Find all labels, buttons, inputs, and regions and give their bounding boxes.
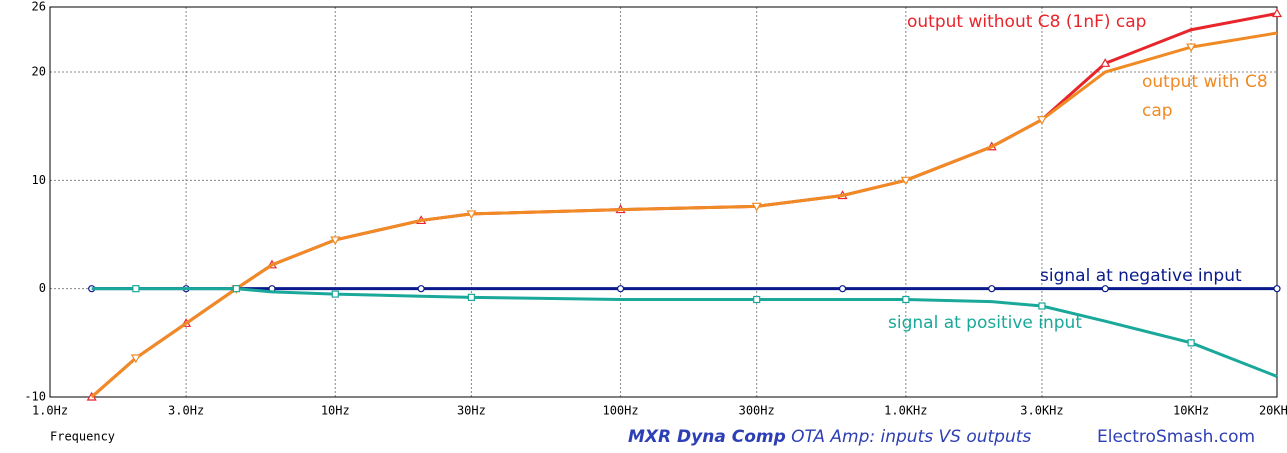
marker xyxy=(1271,8,1283,18)
x-axis-label: Frequency xyxy=(50,430,115,444)
marker xyxy=(1101,285,1109,293)
series-line xyxy=(90,12,1278,399)
x-tick-label: 100Hz xyxy=(602,404,638,418)
marker xyxy=(751,202,762,212)
y-tick-label: 0 xyxy=(39,281,46,295)
marker xyxy=(1186,43,1197,53)
y-tick-label: 10 xyxy=(32,173,46,187)
marker xyxy=(331,290,339,298)
caption-bold: MXR Dyna Comp xyxy=(628,427,786,447)
x-tick-label: 20KHz xyxy=(1259,404,1287,418)
x-tick-label: 10Hz xyxy=(321,404,350,418)
x-tick-label: 1.0KHz xyxy=(884,404,927,418)
legend-label: output with C8 cap xyxy=(1142,72,1268,121)
y-tick-label: -10 xyxy=(24,390,46,404)
marker xyxy=(130,354,141,364)
x-tick-label: 30Hz xyxy=(457,404,486,418)
marker xyxy=(900,176,911,186)
marker xyxy=(1273,285,1281,293)
caption: MXR Dyna Comp OTA Amp: inputs VS outputs xyxy=(628,427,1031,447)
marker xyxy=(1100,58,1111,67)
legend-label: output without C8 (1nF) cap xyxy=(907,12,1147,32)
marker xyxy=(467,293,475,301)
x-tick-label: 10KHz xyxy=(1173,404,1209,418)
x-tick-label: 1.0Hz xyxy=(32,404,68,418)
marker xyxy=(1038,302,1046,310)
legend-label: signal at positive input xyxy=(888,313,1082,333)
marker xyxy=(902,295,910,304)
caption-text: OTA Amp: inputs VS outputs xyxy=(791,427,1032,447)
y-tick-label: 26 xyxy=(32,0,46,14)
marker xyxy=(132,285,140,293)
series-line xyxy=(91,287,1278,378)
legend-label: signal at negative input xyxy=(1040,266,1242,286)
x-tick-label: 3.0KHz xyxy=(1020,404,1063,418)
plot-frame xyxy=(49,6,1278,398)
marker xyxy=(838,285,847,293)
marker xyxy=(417,285,425,293)
credit: ElectroSmash.com xyxy=(1097,427,1256,447)
series-line xyxy=(90,31,1278,399)
marker xyxy=(1036,116,1047,125)
y-tick-label: 20 xyxy=(32,65,46,79)
x-tick-label: 300Hz xyxy=(739,404,775,418)
x-tick-label: 3.0Hz xyxy=(168,404,204,418)
marker xyxy=(466,210,477,220)
marker xyxy=(988,285,996,293)
marker xyxy=(753,295,761,304)
marker xyxy=(232,285,240,293)
marker xyxy=(1187,339,1195,347)
marker xyxy=(616,285,625,293)
marker xyxy=(330,236,341,246)
